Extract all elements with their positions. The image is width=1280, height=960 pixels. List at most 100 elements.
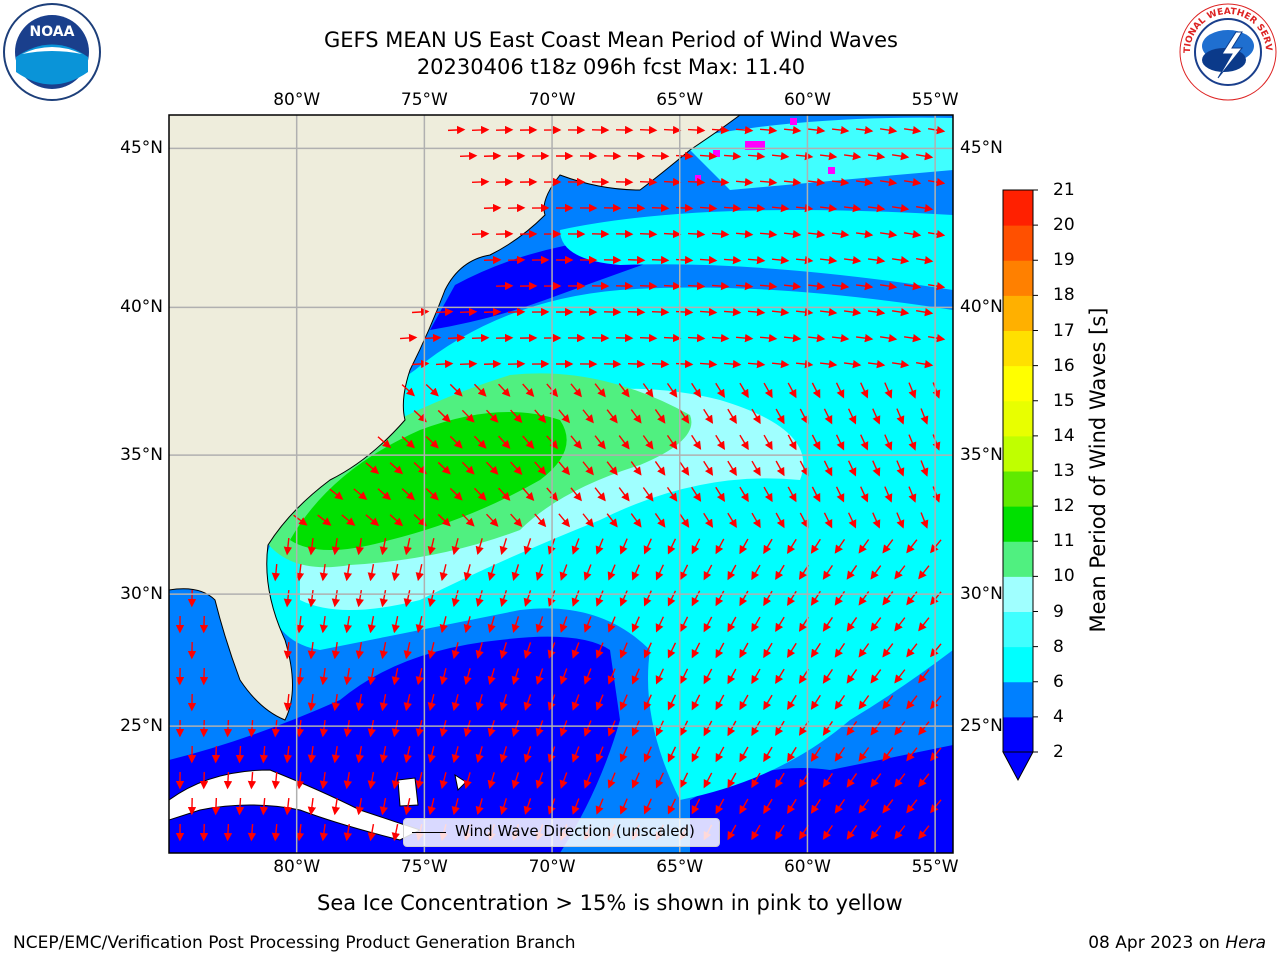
wave-direction-arrow [259,745,269,764]
wave-direction-arrow [783,229,802,239]
wave-direction-arrow [631,616,640,633]
wave-direction-arrow [894,669,906,684]
wave-direction-arrow [630,461,642,476]
wave-direction-arrow [415,564,424,582]
wave-direction-arrow [678,512,690,528]
wave-direction-arrow [607,720,616,737]
wave-direction-arrow [559,616,568,633]
wave-direction-arrow [535,564,544,581]
wave-direction-arrow [763,798,773,815]
map-frame [168,114,954,854]
wave-direction-arrow [747,203,766,213]
wave-direction-arrow [451,694,460,712]
wave-direction-arrow [691,798,701,815]
wave-direction-arrow [651,359,670,369]
wave-direction-arrow [727,512,737,529]
wave-direction-arrow [858,643,870,658]
wave-direction-arrow [295,771,305,790]
wave-direction-arrow [783,281,802,291]
wave-direction-arrow [606,461,618,476]
wave-direction-arrow [423,333,442,343]
wave-direction-arrow [271,563,281,582]
wave-direction-arrow [723,203,742,213]
wave-direction-arrow [401,436,415,449]
colorbar-tick-label: 18 [1053,285,1075,306]
wave-direction-arrow [639,125,658,135]
wave-direction-arrow [807,177,826,187]
wave-direction-arrow [606,513,618,528]
chart-subtitle: 20230406 t18z 096h fcst Max: 11.40 [416,55,806,79]
wave-direction-arrow [534,461,547,476]
wave-direction-arrow [711,125,730,135]
colorbar-cell [1003,576,1033,612]
colorbar-tick-label: 17 [1053,320,1075,341]
wave-direction-arrow [247,823,257,842]
wave-direction-arrow [879,333,898,343]
wave-direction-arrow [855,125,874,135]
wave-direction-arrow [751,720,761,737]
wave-direction-arrow [619,694,628,711]
wave-direction-arrow [211,797,221,816]
wave-direction-arrow [475,590,484,608]
wave-direction-arrow [343,667,352,686]
wave-direction-arrow [642,383,654,398]
ocean-band-bright-green [290,412,567,550]
wave-direction-arrow [651,151,670,161]
wave-direction-arrow [795,255,814,265]
wave-direction-arrow [687,125,706,135]
wave-direction-arrow [631,564,640,581]
wave-direction-arrow [675,203,694,213]
wave-direction-arrow [795,307,814,317]
wave-direction-arrow [715,486,725,502]
wave-direction-arrow [499,538,508,555]
wave-direction-arrow [654,513,666,528]
wave-direction-arrow [867,359,886,369]
wave-direction-arrow [471,229,490,239]
wave-direction-arrow [787,642,797,658]
wave-direction-arrow [751,824,761,841]
wave-direction-arrow [403,642,412,660]
wave-direction-arrow [475,642,484,660]
wave-direction-arrow [211,745,221,764]
wave-direction-arrow [523,798,532,815]
wave-direction-arrow [918,617,930,632]
wave-direction-arrow [355,641,364,660]
wave-direction-arrow [846,565,858,580]
colorbar-cell [1003,471,1033,507]
wave-direction-arrow [739,642,749,659]
lon-label-top: 65°W [656,90,704,110]
wave-direction-arrow [843,255,862,265]
wave-direction-arrow [355,589,364,608]
wave-direction-arrow [711,281,730,291]
wave-direction-arrow [747,151,766,161]
wave-direction-arrow [787,434,797,451]
wave-direction-arrow [522,435,535,450]
wave-direction-arrow [570,487,582,502]
wave-direction-arrow [247,719,257,738]
wave-direction-arrow [903,178,922,187]
wave-direction-arrow [439,720,448,738]
wave-direction-arrow [831,281,850,291]
wave-direction-arrow [822,616,834,632]
wave-direction-arrow [523,694,532,711]
wave-direction-arrow [703,668,713,685]
wave-direction-arrow [487,668,496,686]
wave-direction-arrow [882,539,894,554]
wave-direction-arrow [427,798,436,816]
wave-direction-arrow [918,773,930,788]
wave-direction-arrow [487,564,496,582]
wave-direction-arrow [810,642,821,658]
wave-direction-arrow [735,333,754,343]
wave-direction-arrow [795,151,814,161]
wave-direction-arrow [795,203,814,213]
wave-direction-arrow [908,434,917,451]
wave-direction-arrow [879,177,898,187]
wave-direction-arrow [822,824,834,840]
wave-direction-arrow [403,538,412,556]
wave-direction-arrow [437,513,451,527]
wave-direction-arrow [341,514,356,526]
wave-direction-arrow [463,616,472,634]
wave-direction-arrow [675,359,694,369]
wave-direction-arrow [630,513,642,528]
wave-direction-arrow [691,642,701,659]
